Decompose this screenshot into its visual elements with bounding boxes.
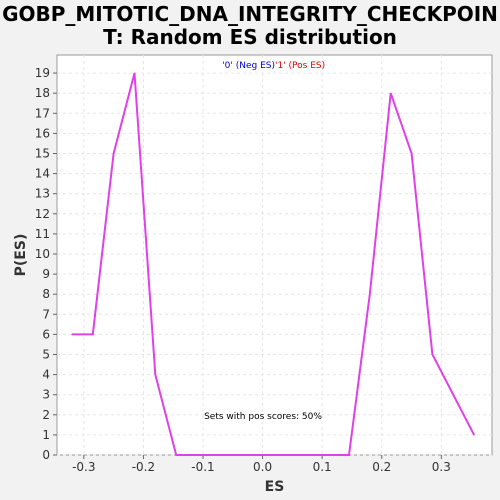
legend-entry-pos: '1' (Pos ES)	[275, 61, 325, 71]
y-tick-label: 4	[42, 368, 50, 382]
data-point	[113, 152, 115, 155]
chart-title-line1: GOBP_MITOTIC_DNA_INTEGRITY_CHECKPOIN	[2, 2, 498, 26]
y-tick-label: 15	[35, 146, 50, 160]
x-tick-label: 0.3	[432, 460, 451, 474]
y-tick-label: 18	[35, 86, 50, 100]
x-tick-label: -0.1	[191, 460, 214, 474]
series-line	[71, 72, 475, 456]
y-tick-label: 8	[42, 287, 50, 301]
plot-area	[56, 54, 493, 456]
data-point	[133, 72, 136, 74]
y-tick-label: 13	[35, 187, 50, 201]
grid	[57, 55, 492, 456]
y-tick-label: 9	[42, 267, 50, 281]
x-tick-label: 0.2	[372, 460, 391, 474]
y-tick-label: 10	[35, 247, 50, 261]
x-axis-label: ES	[265, 479, 285, 495]
x-tick-label: -0.3	[72, 460, 95, 474]
x-tick-label: 0.1	[313, 460, 332, 474]
y-tick-label: 0	[42, 448, 50, 462]
y-tick-label: 5	[42, 347, 50, 361]
data-point	[390, 92, 392, 94]
y-tick-label: 6	[42, 327, 50, 341]
y-tick-label: 3	[42, 388, 50, 402]
x-tick-label: 0.0	[253, 460, 272, 474]
y-tick-label: 17	[35, 106, 50, 120]
data-point	[431, 353, 434, 356]
data-point	[348, 454, 350, 456]
y-tick-label: 12	[35, 207, 50, 221]
y-tick-label: 16	[35, 126, 50, 140]
data-point	[92, 333, 94, 335]
x-tick-label: -0.2	[132, 460, 155, 474]
y-tick-label: 7	[42, 307, 50, 321]
data-point	[175, 454, 177, 456]
y-tick-label: 2	[42, 408, 50, 422]
y-axis-label: P(ES)	[13, 234, 29, 277]
data-point	[473, 434, 475, 436]
data-point	[154, 373, 156, 376]
y-tick-label: 1	[42, 428, 50, 442]
legend-entry-neg: '0' (Neg ES)	[222, 61, 275, 71]
annotation: Sets with pos scores: 50%	[204, 412, 322, 422]
series	[71, 72, 475, 456]
y-tick-label: 19	[35, 66, 50, 80]
data-point	[369, 293, 371, 295]
chart-title-line2: T: Random ES distribution	[103, 25, 397, 49]
y-tick-label: 11	[35, 227, 50, 241]
data-point	[410, 152, 413, 155]
y-tick-label: 14	[35, 167, 50, 181]
data-point	[71, 333, 73, 335]
